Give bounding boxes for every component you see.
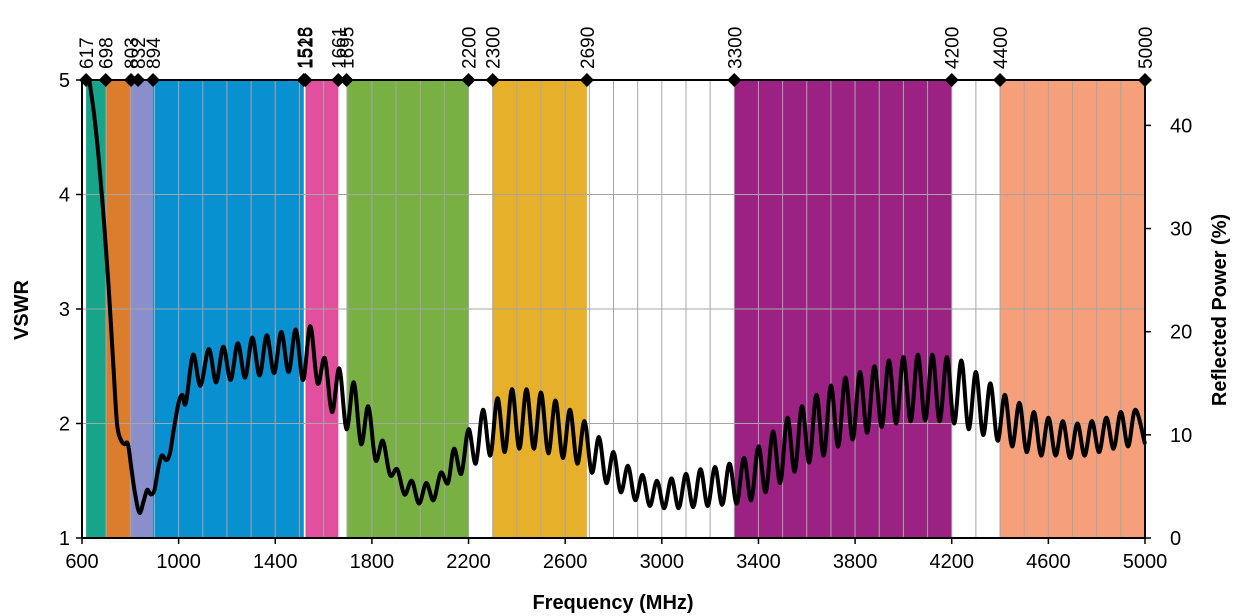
y-tick-label: 3: [59, 299, 70, 321]
marker-label-832: 832: [129, 37, 150, 69]
marker-label-4200: 4200: [943, 27, 964, 69]
y2-tick-label: 10: [1170, 425, 1192, 447]
marker-label-5000: 5000: [1136, 27, 1157, 69]
marker-diamond-2200: [461, 73, 476, 87]
marker-diamond-4400: [993, 73, 1008, 87]
marker-diamond-3300: [727, 73, 742, 87]
y2-tick-labels: 0 10 20 30 40: [1170, 115, 1192, 550]
x-tick-label: 4600: [1026, 551, 1071, 573]
marker-diamond-2690: [579, 73, 594, 87]
marker-label-698: 698: [97, 37, 118, 69]
y2-axis-title: Reflected Power (%): [1209, 214, 1231, 406]
marker-label-3300: 3300: [725, 27, 746, 69]
marker-label-1525: 1525: [296, 27, 317, 69]
marker-label-894: 894: [144, 37, 165, 69]
y-axis-title: VSWR: [11, 279, 33, 340]
x-tick-label: 1000: [156, 551, 201, 573]
y2-tick-label: 0: [1170, 528, 1181, 550]
marker-diamond-894: [146, 73, 161, 87]
y-tick-label: 5: [59, 70, 70, 92]
marker-diamond-803: [124, 73, 139, 87]
y-tick-labels: 1 2 3 4 5: [59, 70, 70, 550]
y2-tick-label: 40: [1170, 115, 1192, 137]
x-tick-label: 5000: [1123, 551, 1168, 573]
marker-diamond-1525: [298, 73, 313, 87]
x-tick-label: 1800: [350, 551, 395, 573]
x-tick-label: 2600: [543, 551, 588, 573]
x-tick-label: 3800: [833, 551, 878, 573]
series-lines: [87, 79, 1147, 515]
marker-label-2200: 2200: [460, 27, 481, 69]
y-tick-label: 2: [59, 414, 70, 436]
marker-diamond-2300: [485, 73, 500, 87]
marker-label-2690: 2690: [578, 27, 599, 69]
marker-diamond-1661: [331, 73, 346, 87]
marker-label-1695: 1695: [338, 27, 359, 69]
y2-tick-label: 30: [1170, 219, 1192, 241]
y-tick-label: 4: [59, 185, 70, 207]
marker-diamond-5000: [1138, 73, 1152, 87]
marker-label-1661: 1661: [329, 27, 350, 69]
marker-label-1518: 1518: [295, 27, 316, 69]
marker-diamond-698: [98, 73, 113, 87]
x-tick-label: 4200: [929, 551, 974, 573]
marker-diamond-1695: [339, 73, 354, 87]
y2-tick-label: 20: [1170, 322, 1192, 344]
marker-label-803: 803: [122, 37, 143, 69]
marker-diamond-617: [79, 73, 94, 87]
vswr-series-line: [87, 79, 1147, 515]
marker-label-4400: 4400: [991, 27, 1012, 69]
x-axis-title: Frequency (MHz): [532, 592, 693, 614]
x-tick-label: 2200: [446, 551, 491, 573]
x-tick-label: 1400: [253, 551, 298, 573]
marker-diamond-832: [131, 73, 146, 87]
x-tick-label: 3000: [640, 551, 685, 573]
y-tick-label: 1: [59, 528, 70, 550]
plot-frame: [76, 79, 1151, 544]
marker-diamond-4200: [944, 73, 959, 87]
x-tick-label: 3400: [736, 551, 781, 573]
marker-label-617: 617: [77, 37, 98, 69]
marker-label-2300: 2300: [484, 27, 505, 69]
x-tick-label: 600: [65, 551, 98, 573]
x-tick-labels: 600 1000 1400 1800 2200 2600 3000 3400 3800 4200 4…: [65, 551, 1167, 573]
